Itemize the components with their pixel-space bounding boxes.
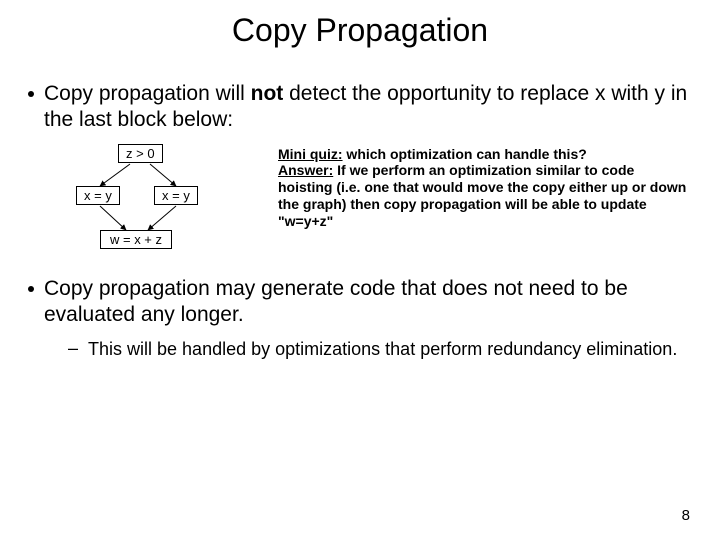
answer-label: Answer: (278, 162, 333, 178)
bullet-2: Copy propagation may generate code that … (28, 276, 692, 329)
dash-icon: – (68, 338, 78, 359)
node-condition: z > 0 (118, 144, 163, 163)
bullet-2-text: Copy propagation may generate code that … (44, 276, 692, 329)
bullet-dot (28, 91, 34, 97)
bullet-1-text: Copy propagation will not detect the opp… (44, 81, 692, 134)
node-right: x = y (154, 186, 198, 205)
answer-text: If we perform an optimization similar to… (278, 162, 686, 228)
quiz-block: Mini quiz: which optimization can handle… (244, 144, 692, 230)
content-row: z > 0 x = y x = y w = x + z Mini quiz: w… (64, 144, 692, 262)
sub-bullet-text: This will be handled by optimizations th… (88, 338, 692, 361)
bullet-1: Copy propagation will not detect the opp… (28, 81, 692, 134)
bullet-1-pre: Copy propagation will (44, 82, 251, 105)
slide-title: Copy Propagation (28, 12, 692, 49)
quiz-label: Mini quiz: (278, 146, 343, 162)
node-left: x = y (76, 186, 120, 205)
page-number: 8 (682, 507, 690, 524)
bullet-dot (28, 286, 34, 292)
flow-diagram: z > 0 x = y x = y w = x + z (64, 144, 244, 262)
sub-bullet: – This will be handled by optimizations … (68, 338, 692, 361)
node-bottom: w = x + z (100, 230, 172, 249)
quiz-question: which optimization can handle this? (343, 146, 587, 162)
bullet-1-bold: not (251, 82, 284, 105)
